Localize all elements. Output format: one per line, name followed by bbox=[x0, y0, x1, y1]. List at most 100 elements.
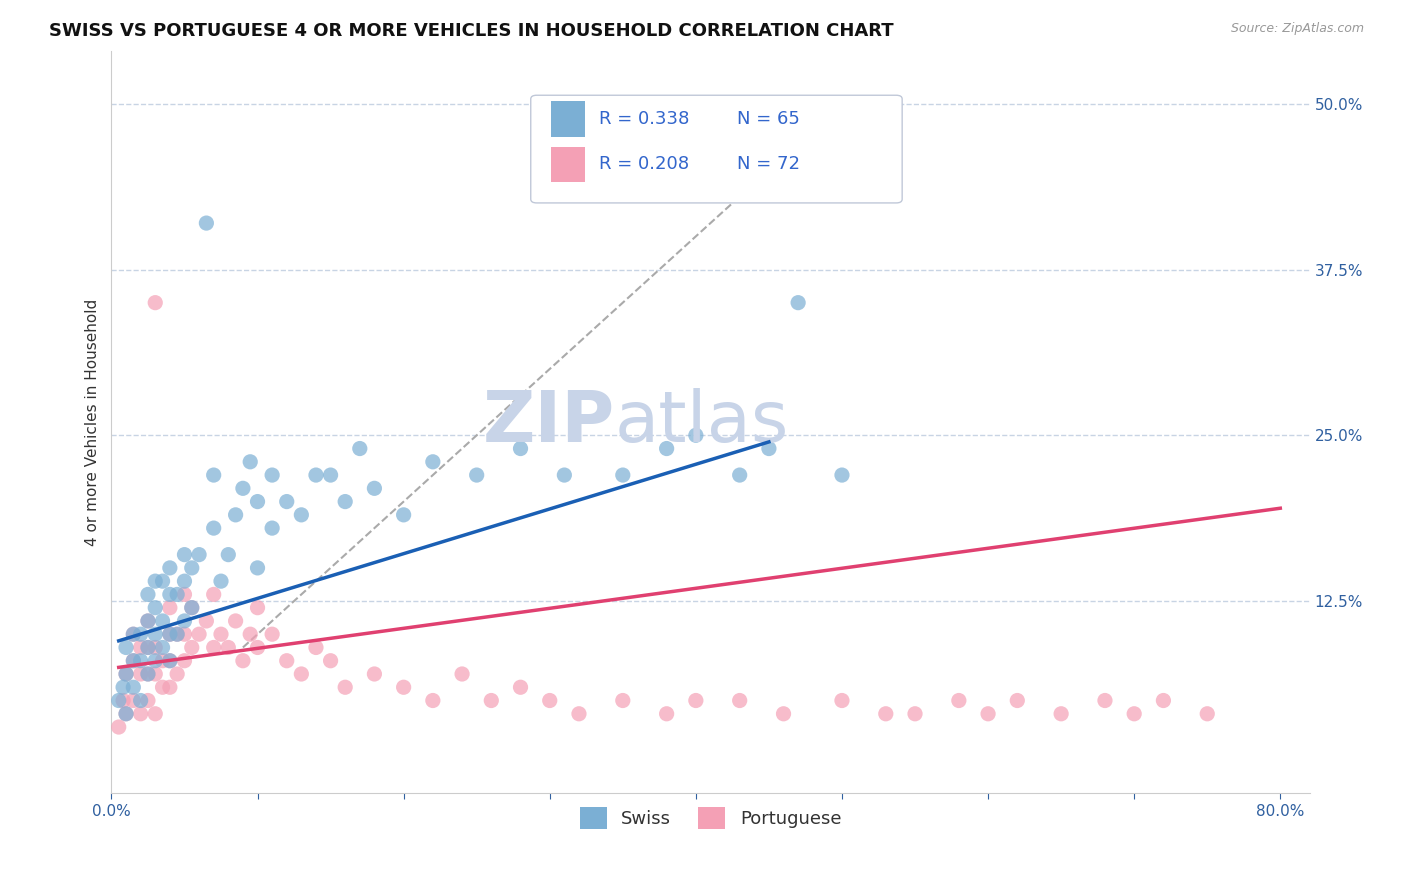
Point bbox=[202, 468, 225, 483]
Point bbox=[422, 693, 444, 707]
Point bbox=[217, 548, 239, 562]
Point bbox=[685, 428, 707, 442]
Point bbox=[136, 693, 159, 707]
Point bbox=[143, 667, 166, 681]
Point bbox=[335, 494, 357, 508]
Point bbox=[143, 627, 166, 641]
Point bbox=[363, 667, 385, 681]
Point bbox=[159, 627, 181, 641]
Point bbox=[276, 494, 298, 508]
Point bbox=[129, 627, 152, 641]
Legend: Swiss, Portuguese: Swiss, Portuguese bbox=[572, 800, 848, 837]
Point bbox=[136, 587, 159, 601]
Point bbox=[115, 667, 138, 681]
Point bbox=[209, 627, 232, 641]
Point bbox=[159, 680, 181, 694]
Point bbox=[129, 640, 152, 655]
Point bbox=[904, 706, 927, 721]
Point bbox=[202, 587, 225, 601]
Point bbox=[239, 455, 262, 469]
Point bbox=[129, 667, 152, 681]
Point bbox=[262, 468, 284, 483]
Point bbox=[232, 654, 254, 668]
Point bbox=[977, 706, 1000, 721]
Point bbox=[112, 680, 135, 694]
Point bbox=[107, 720, 129, 734]
Point bbox=[143, 574, 166, 589]
Point bbox=[115, 706, 138, 721]
Point bbox=[349, 442, 371, 456]
Point bbox=[122, 654, 145, 668]
Point bbox=[195, 614, 218, 628]
Point bbox=[173, 614, 195, 628]
Point bbox=[136, 640, 159, 655]
Point bbox=[188, 548, 211, 562]
Point bbox=[262, 521, 284, 535]
Point bbox=[538, 693, 561, 707]
Text: atlas: atlas bbox=[614, 387, 789, 457]
Point bbox=[122, 654, 145, 668]
Point bbox=[136, 614, 159, 628]
Point bbox=[246, 600, 269, 615]
Point bbox=[553, 468, 575, 483]
Point bbox=[787, 295, 810, 310]
Point bbox=[122, 693, 145, 707]
Point bbox=[180, 600, 202, 615]
Point bbox=[262, 627, 284, 641]
Y-axis label: 4 or more Vehicles in Household: 4 or more Vehicles in Household bbox=[86, 299, 100, 546]
Point bbox=[180, 600, 202, 615]
Point bbox=[115, 667, 138, 681]
Point bbox=[239, 627, 262, 641]
Point bbox=[152, 640, 174, 655]
Point bbox=[129, 693, 152, 707]
Point bbox=[392, 680, 415, 694]
Point bbox=[180, 640, 202, 655]
Point bbox=[1123, 706, 1146, 721]
Point bbox=[290, 667, 312, 681]
Text: R = 0.338: R = 0.338 bbox=[599, 111, 689, 128]
Point bbox=[1094, 693, 1116, 707]
FancyBboxPatch shape bbox=[551, 102, 585, 137]
Point bbox=[875, 706, 897, 721]
Point bbox=[479, 693, 502, 707]
Text: N = 65: N = 65 bbox=[737, 111, 800, 128]
Point bbox=[831, 468, 853, 483]
Point bbox=[232, 481, 254, 495]
Text: SWISS VS PORTUGUESE 4 OR MORE VEHICLES IN HOUSEHOLD CORRELATION CHART: SWISS VS PORTUGUESE 4 OR MORE VEHICLES I… bbox=[49, 22, 894, 40]
Point bbox=[305, 468, 328, 483]
Point bbox=[335, 680, 357, 694]
Point bbox=[136, 614, 159, 628]
Point bbox=[143, 706, 166, 721]
Point bbox=[509, 442, 531, 456]
Point bbox=[143, 640, 166, 655]
Point bbox=[152, 574, 174, 589]
Point bbox=[122, 680, 145, 694]
Point bbox=[225, 614, 247, 628]
Point bbox=[202, 521, 225, 535]
FancyBboxPatch shape bbox=[530, 95, 903, 202]
Point bbox=[290, 508, 312, 522]
Point bbox=[107, 693, 129, 707]
Point bbox=[655, 442, 678, 456]
Point bbox=[152, 614, 174, 628]
Point bbox=[115, 640, 138, 655]
Point bbox=[217, 640, 239, 655]
Point bbox=[209, 574, 232, 589]
Point bbox=[115, 706, 138, 721]
Point bbox=[1197, 706, 1219, 721]
Point bbox=[363, 481, 385, 495]
Point bbox=[246, 640, 269, 655]
Point bbox=[152, 654, 174, 668]
Point bbox=[173, 587, 195, 601]
Point bbox=[166, 627, 188, 641]
Point bbox=[305, 640, 328, 655]
Point bbox=[758, 442, 780, 456]
Point bbox=[465, 468, 488, 483]
Point bbox=[122, 627, 145, 641]
Text: ZIP: ZIP bbox=[482, 387, 614, 457]
Point bbox=[772, 706, 794, 721]
Point bbox=[1007, 693, 1029, 707]
Point bbox=[143, 654, 166, 668]
Point bbox=[612, 693, 634, 707]
Point bbox=[246, 561, 269, 575]
